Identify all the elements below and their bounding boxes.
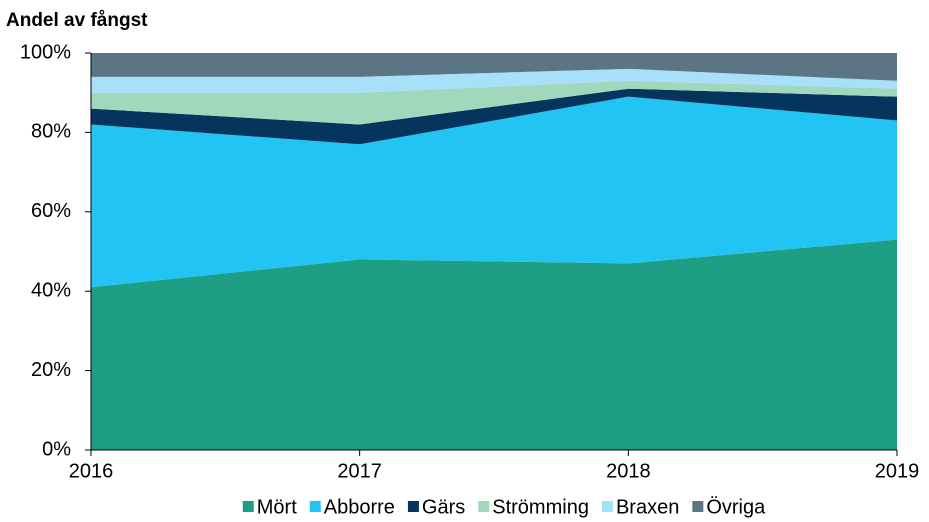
legend-swatch xyxy=(242,501,254,512)
legend-swatch xyxy=(478,501,490,512)
y-tick-label: 0% xyxy=(42,438,71,460)
x-tick-label: 2019 xyxy=(875,460,920,482)
x-tick-label: 2018 xyxy=(606,460,651,482)
x-tick-label: 2016 xyxy=(69,460,114,482)
legend-label: Gärs xyxy=(422,496,465,518)
x-tick-label: 2017 xyxy=(337,460,382,482)
area xyxy=(91,96,897,288)
legend-label: Abborre xyxy=(324,496,395,518)
area xyxy=(91,68,897,93)
legend-label: Övriga xyxy=(706,496,766,518)
y-tick-label: 40% xyxy=(31,279,71,301)
y-tick-label: 20% xyxy=(31,359,71,381)
area xyxy=(91,88,897,145)
legend-label: Braxen xyxy=(616,496,679,518)
area xyxy=(91,80,897,125)
y-tick-label: 80% xyxy=(31,121,71,143)
y-tick-label: 60% xyxy=(31,200,71,222)
legend-swatch xyxy=(407,501,419,512)
legend-swatch xyxy=(692,501,704,512)
area xyxy=(91,53,897,81)
area xyxy=(91,239,897,450)
legend-swatch xyxy=(601,501,613,512)
y-tick-label: 100% xyxy=(20,41,71,63)
legend-label: Mört xyxy=(257,496,297,518)
chart-title: Andel av fångst xyxy=(6,10,148,31)
legend-label: Strömming xyxy=(492,496,589,518)
legend-swatch xyxy=(309,501,321,512)
